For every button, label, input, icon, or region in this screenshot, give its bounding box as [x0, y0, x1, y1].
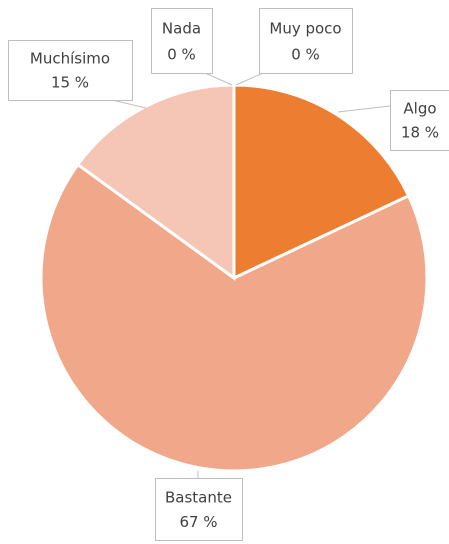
category-label: Bastante: [165, 488, 232, 506]
data-label: Nada 0 %: [151, 8, 233, 86]
value-label: 0 %: [291, 45, 320, 63]
category-label: Muy poco: [269, 19, 341, 37]
category-label: Nada: [162, 19, 201, 37]
data-label: Muchísimo 15 %: [8, 40, 147, 109]
pie-slice: [75, 83, 236, 281]
leader-line: [337, 105, 391, 113]
leader-line: [204, 72, 233, 86]
label-box: [259, 8, 353, 74]
category-label: Algo: [403, 100, 436, 118]
pie-slice: [39, 162, 429, 473]
value-label: 67 %: [179, 513, 217, 531]
data-label: Muy poco 0 %: [235, 8, 353, 86]
value-label: 15 %: [51, 74, 89, 92]
label-box: [151, 8, 213, 74]
leader-line: [111, 99, 147, 109]
value-label: 0 %: [167, 45, 196, 63]
label-box: [390, 90, 449, 151]
pie-slice: [232, 83, 411, 281]
label-box: [8, 40, 133, 101]
label-box: [155, 478, 243, 541]
value-label: 18 %: [401, 124, 439, 142]
category-label: Muchísimo: [30, 50, 110, 68]
leader-line: [235, 72, 264, 86]
data-label: Algo 18 %: [337, 90, 449, 151]
data-label: Bastante 67 %: [155, 471, 243, 541]
